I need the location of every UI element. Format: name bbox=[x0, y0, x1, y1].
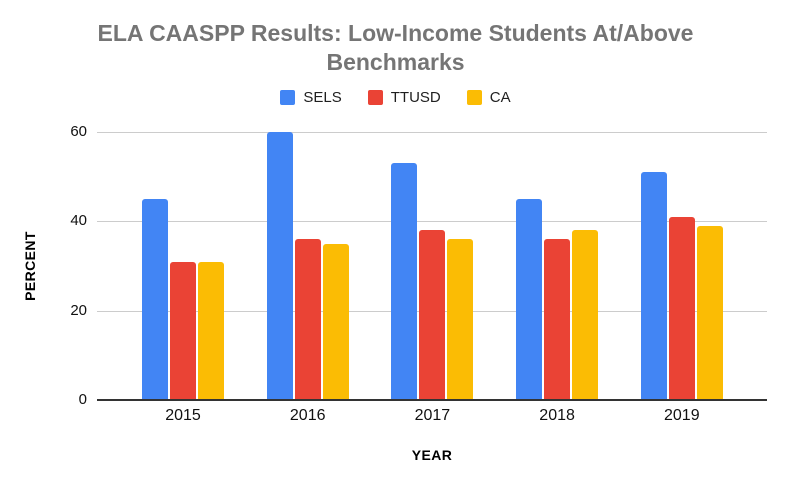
legend-item-ttusd: TTUSD bbox=[367, 88, 441, 106]
chart-title: ELA CAASPP Results: Low-Income Students … bbox=[97, 20, 694, 75]
gridline-60 bbox=[97, 132, 767, 133]
bar-group-2017 bbox=[391, 132, 474, 400]
bar-ca-2015 bbox=[198, 261, 224, 400]
bar-ttusd-2015 bbox=[170, 261, 196, 400]
bar-sels-2017 bbox=[391, 163, 418, 400]
legend-label-ttusd: TTUSD bbox=[390, 88, 441, 106]
y-tick-label-60: 60 bbox=[70, 123, 87, 140]
bar-ca-2017 bbox=[447, 239, 474, 400]
legend-swatch-ca bbox=[466, 89, 482, 105]
bar-ttusd-2016 bbox=[294, 239, 321, 400]
legend-item-sels: SELS bbox=[280, 88, 342, 106]
legend-label-ca: CA bbox=[489, 88, 511, 106]
bar-group-2018 bbox=[516, 132, 599, 400]
bar-group-2019 bbox=[640, 132, 723, 400]
bar-ca-2019 bbox=[696, 225, 723, 400]
x-tick-label-2017: 2017 bbox=[414, 407, 451, 424]
y-tick-label-40: 40 bbox=[70, 212, 87, 230]
y-tick-label-20: 20 bbox=[70, 301, 87, 319]
legend-swatch-ttusd bbox=[367, 89, 383, 105]
bar-ttusd-2019 bbox=[668, 216, 695, 400]
x-axis-line bbox=[97, 399, 767, 401]
bar-group-2015 bbox=[142, 132, 224, 400]
bar-ca-2016 bbox=[322, 243, 349, 400]
legend-item-ca: CA bbox=[466, 88, 511, 106]
x-tick-label-2015: 2015 bbox=[165, 407, 201, 424]
legend-label-sels: SELS bbox=[303, 88, 342, 106]
bar-ttusd-2018 bbox=[544, 239, 571, 400]
bar-sels-2019 bbox=[640, 172, 667, 400]
x-tick-label-2018: 2018 bbox=[539, 407, 575, 424]
gridline-40 bbox=[97, 221, 767, 223]
y-axis-title-text: PERCENT bbox=[22, 231, 39, 301]
y-tick-label-0: 0 bbox=[78, 391, 87, 408]
x-tick-label-2016: 2016 bbox=[289, 407, 326, 424]
bar-sels-2018 bbox=[516, 199, 543, 400]
bar-sels-2016 bbox=[266, 132, 293, 400]
plot-area bbox=[97, 132, 767, 401]
x-axis-title: YEAR bbox=[411, 447, 453, 463]
bar-group-2016 bbox=[266, 132, 349, 400]
legend: SELS TTUSD CA bbox=[0, 88, 791, 106]
x-tick-label-2019: 2019 bbox=[664, 407, 700, 424]
bar-ca-2018 bbox=[572, 230, 599, 400]
bar-ttusd-2017 bbox=[419, 230, 446, 400]
bar-sels-2015 bbox=[142, 199, 168, 400]
legend-swatch-sels bbox=[280, 89, 296, 105]
y-axis-title: PERCENT bbox=[20, 132, 40, 400]
